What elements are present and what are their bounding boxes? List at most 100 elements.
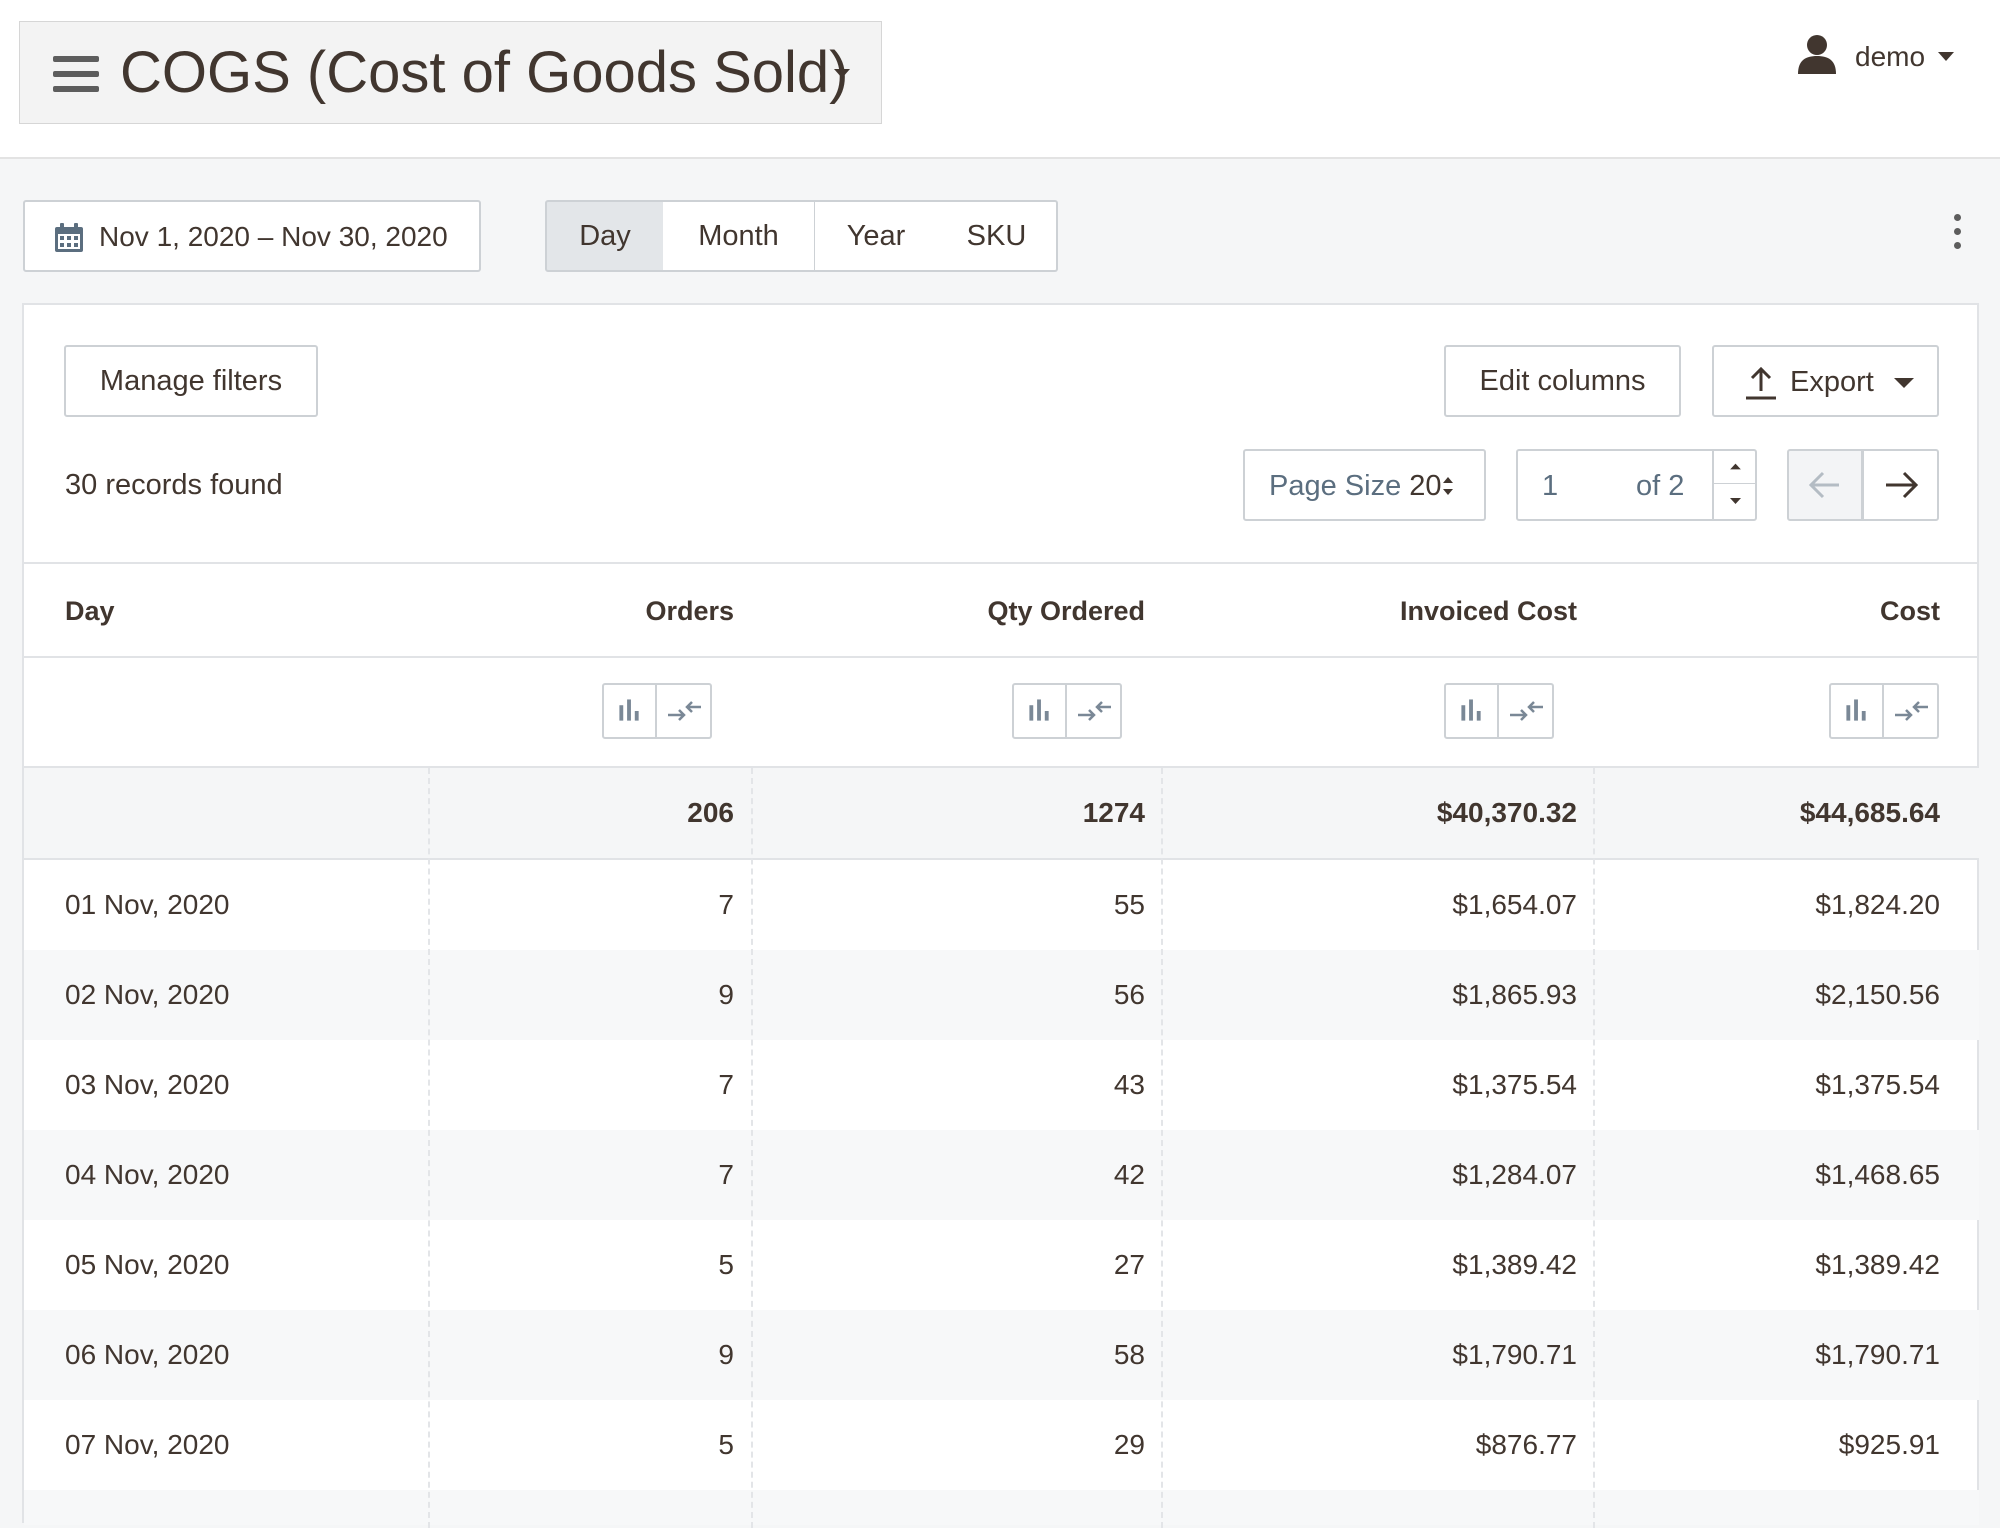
cell-cost: $1,790.71 bbox=[1815, 1339, 1940, 1370]
cell-cost: $1,468.65 bbox=[1815, 1159, 1940, 1190]
cell-invoiced-cost: $1,375.54 bbox=[1452, 1069, 1577, 1100]
bar-chart-icon[interactable] bbox=[604, 685, 657, 737]
edit-columns-button[interactable]: Edit columns bbox=[1444, 345, 1681, 417]
table-row bbox=[24, 1490, 1979, 1525]
cell-orders: 9 bbox=[718, 1339, 734, 1370]
compare-icon[interactable] bbox=[1885, 685, 1938, 737]
column-header-orders[interactable]: Orders bbox=[645, 596, 734, 626]
calendar-icon bbox=[55, 223, 83, 252]
chevron-down-icon bbox=[834, 69, 850, 78]
date-range-picker[interactable]: Nov 1, 2020 – Nov 30, 2020 bbox=[23, 200, 481, 272]
bar-chart-icon[interactable] bbox=[1014, 685, 1067, 737]
page-total: of 2 bbox=[1636, 470, 1685, 502]
column-divider bbox=[1161, 768, 1163, 1528]
orders-tools bbox=[602, 683, 712, 739]
invoiced-cost-tools bbox=[1444, 683, 1554, 739]
totals-row: 206 1274 $40,370.32 $44,685.64 bbox=[24, 768, 1979, 860]
column-divider bbox=[751, 768, 753, 1528]
column-header-invoiced-cost[interactable]: Invoiced Cost bbox=[1399, 596, 1577, 626]
current-page[interactable]: 1 bbox=[1542, 470, 1559, 502]
cost-tools bbox=[1829, 683, 1939, 739]
cell-invoiced-cost: $1,865.93 bbox=[1452, 979, 1577, 1010]
segment-year[interactable]: Year bbox=[815, 200, 939, 272]
page-size-label: Page Size 20 bbox=[1269, 469, 1442, 503]
cell-qty: 55 bbox=[1113, 889, 1145, 920]
page-size-text: Page Size bbox=[1269, 470, 1402, 502]
qty-tools bbox=[1012, 683, 1122, 739]
cell-invoiced-cost: $1,284.07 bbox=[1452, 1159, 1577, 1190]
cell-invoiced-cost: $876.77 bbox=[1475, 1429, 1577, 1460]
chevron-down-icon[interactable] bbox=[1938, 52, 1954, 61]
column-divider bbox=[428, 768, 430, 1528]
cell-day: 01 Nov, 2020 bbox=[65, 889, 230, 920]
cell-invoiced-cost: $1,790.71 bbox=[1452, 1339, 1577, 1370]
compare-icon[interactable] bbox=[658, 685, 711, 737]
column-divider bbox=[1593, 768, 1595, 1528]
cell-day: 05 Nov, 2020 bbox=[65, 1249, 230, 1280]
total-orders: 206 bbox=[687, 797, 734, 828]
cell-cost: $1,824.20 bbox=[1815, 889, 1940, 920]
table-row: 05 Nov, 2020 5 27 $1,389.42 $1,389.42 bbox=[24, 1220, 1979, 1310]
cell-orders: 5 bbox=[718, 1249, 734, 1280]
cell-qty: 42 bbox=[1113, 1159, 1145, 1190]
page-size-select[interactable]: Page Size 20 bbox=[1243, 449, 1486, 521]
date-range-label: Nov 1, 2020 – Nov 30, 2020 bbox=[99, 221, 448, 252]
cell-orders: 9 bbox=[718, 979, 734, 1010]
arrow-left-icon bbox=[1808, 471, 1839, 499]
cell-qty: 43 bbox=[1113, 1069, 1145, 1100]
page-number-input[interactable]: 1 of 2 bbox=[1516, 449, 1757, 521]
cell-qty: 29 bbox=[1113, 1429, 1145, 1460]
next-page-button[interactable] bbox=[1862, 449, 1939, 521]
segment-month[interactable]: Month bbox=[663, 200, 816, 272]
segment-sku[interactable]: SKU bbox=[937, 200, 1058, 272]
prev-page-button[interactable] bbox=[1787, 449, 1863, 521]
total-invoiced-cost: $40,370.32 bbox=[1436, 797, 1577, 828]
report-card: Manage filters Edit columns Export 30 re… bbox=[22, 303, 1979, 1528]
page-title: COGS (Cost of Goods Sold) bbox=[120, 40, 849, 105]
bar-chart-icon[interactable] bbox=[1446, 685, 1499, 737]
report-selector[interactable]: COGS (Cost of Goods Sold) bbox=[19, 21, 882, 124]
segment-day[interactable]: Day bbox=[545, 200, 665, 272]
bar-chart-icon[interactable] bbox=[1831, 685, 1884, 737]
upload-icon bbox=[1746, 366, 1776, 400]
hamburger-icon[interactable] bbox=[53, 56, 99, 92]
arrow-right-icon bbox=[1886, 471, 1919, 499]
table-row: 03 Nov, 2020 7 43 $1,375.54 $1,375.54 bbox=[24, 1040, 1979, 1130]
sort-arrows-icon bbox=[1443, 477, 1453, 495]
app-header: COGS (Cost of Goods Sold) demo bbox=[0, 0, 2000, 159]
total-cost: $44,685.64 bbox=[1799, 797, 1940, 828]
export-label: Export bbox=[1790, 366, 1874, 398]
table-row: 01 Nov, 2020 7 55 $1,654.07 $1,824.20 bbox=[24, 860, 1979, 950]
export-button[interactable]: Export bbox=[1712, 345, 1939, 417]
records-count: 30 records found bbox=[65, 469, 283, 501]
total-qty: 1274 bbox=[1082, 797, 1145, 828]
cell-day: 02 Nov, 2020 bbox=[65, 979, 230, 1010]
user-menu[interactable]: demo bbox=[1855, 41, 1926, 72]
chevron-down-icon bbox=[1894, 378, 1914, 388]
table-row: 04 Nov, 2020 7 42 $1,284.07 $1,468.65 bbox=[24, 1130, 1979, 1220]
column-header-qty-ordered[interactable]: Qty Ordered bbox=[987, 596, 1145, 626]
table-header: Day Orders Qty Ordered Invoiced Cost Cos… bbox=[24, 562, 1979, 658]
cell-orders: 7 bbox=[718, 889, 734, 920]
user-icon[interactable] bbox=[1796, 34, 1838, 74]
cell-orders: 7 bbox=[718, 1069, 734, 1100]
cell-qty: 58 bbox=[1113, 1339, 1145, 1370]
cell-day: 06 Nov, 2020 bbox=[65, 1339, 230, 1370]
cell-orders: 7 bbox=[718, 1159, 734, 1190]
manage-filters-button[interactable]: Manage filters bbox=[64, 345, 318, 417]
cell-cost: $1,375.54 bbox=[1815, 1069, 1940, 1100]
page-stepper[interactable] bbox=[1712, 449, 1757, 521]
caret-down-icon[interactable] bbox=[1714, 484, 1757, 519]
compare-icon[interactable] bbox=[1500, 685, 1553, 737]
column-header-day[interactable]: Day bbox=[65, 596, 115, 626]
cell-qty: 27 bbox=[1113, 1249, 1145, 1280]
cell-day: 03 Nov, 2020 bbox=[65, 1069, 230, 1100]
cell-orders: 5 bbox=[718, 1429, 734, 1460]
compare-icon[interactable] bbox=[1068, 685, 1121, 737]
column-header-cost[interactable]: Cost bbox=[1880, 596, 1940, 626]
kebab-icon[interactable] bbox=[1947, 212, 1967, 252]
caret-up-icon[interactable] bbox=[1714, 449, 1757, 484]
cell-invoiced-cost: $1,654.07 bbox=[1452, 889, 1577, 920]
cell-day: 04 Nov, 2020 bbox=[65, 1159, 230, 1190]
cell-qty: 56 bbox=[1113, 979, 1145, 1010]
